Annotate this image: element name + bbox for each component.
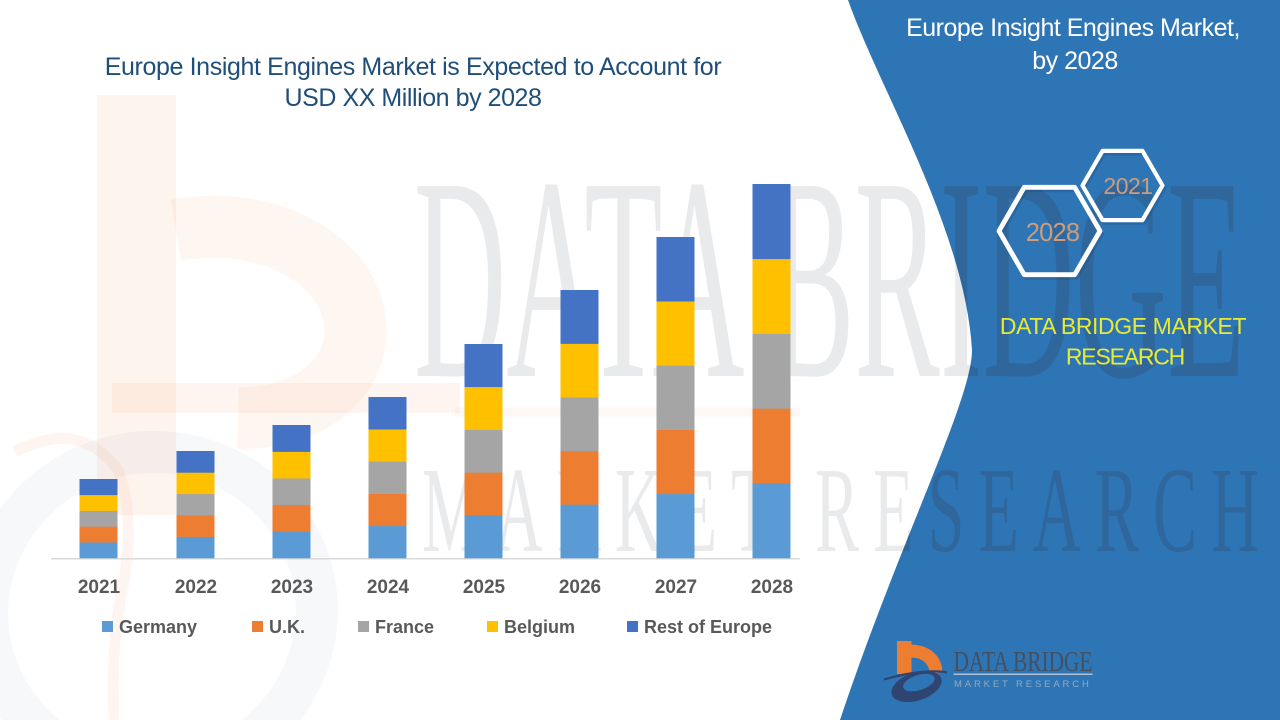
svg-text:DATA BRIDGE: DATA BRIDGE xyxy=(414,118,1245,439)
svg-text:Europe Insight Engines Market,: Europe Insight Engines Market, xyxy=(906,14,1240,42)
svg-text:U.K.: U.K. xyxy=(269,617,305,637)
svg-text:MARKET RESEARCH: MARKET RESEARCH xyxy=(954,679,1092,690)
svg-text:2023: 2023 xyxy=(271,577,313,598)
svg-text:Europe Insight Engines Market: Europe Insight Engines Market is Expecte… xyxy=(105,53,722,81)
svg-text:USD XX Million by 2028: USD XX Million by 2028 xyxy=(285,84,542,112)
svg-text:2021: 2021 xyxy=(1103,173,1152,199)
svg-text:RESEARCH: RESEARCH xyxy=(1066,344,1184,370)
svg-text:2025: 2025 xyxy=(463,577,506,598)
svg-text:2026: 2026 xyxy=(559,577,601,598)
svg-text:2027: 2027 xyxy=(655,577,697,598)
svg-text:2028: 2028 xyxy=(751,577,793,598)
svg-text:DATA BRIDGE MARKET: DATA BRIDGE MARKET xyxy=(1000,313,1247,339)
svg-text:Germany: Germany xyxy=(119,617,197,637)
svg-text:MARKET RESEARCH: MARKET RESEARCH xyxy=(422,443,1273,578)
svg-text:Rest of Europe: Rest of Europe xyxy=(644,617,772,637)
svg-text:by 2028: by 2028 xyxy=(1032,47,1117,75)
svg-text:2021: 2021 xyxy=(78,577,121,598)
svg-text:2022: 2022 xyxy=(175,577,217,598)
svg-text:Belgium: Belgium xyxy=(504,617,575,637)
svg-text:DATA BRIDGE: DATA BRIDGE xyxy=(954,646,1093,678)
svg-text:France: France xyxy=(375,617,434,637)
svg-text:2024: 2024 xyxy=(367,577,410,598)
svg-text:2028: 2028 xyxy=(1026,219,1080,247)
